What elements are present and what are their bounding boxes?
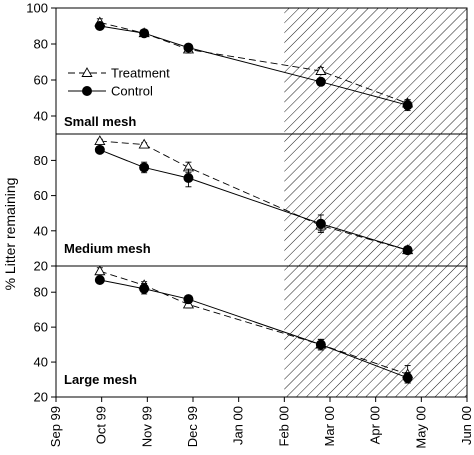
treatment-point xyxy=(315,65,327,75)
y-tick-label: 80 xyxy=(34,37,48,52)
control-point xyxy=(402,100,413,111)
panel-labels: Small mesh Medium mesh Large mesh xyxy=(64,114,151,387)
x-tick-label: Jun 00 xyxy=(459,406,474,445)
control-point xyxy=(402,245,413,256)
control-point xyxy=(315,339,326,350)
legend: Treatment Control xyxy=(68,66,170,99)
y-tick-label: 20 xyxy=(34,390,48,405)
control-point xyxy=(139,283,150,294)
panel-label: Small mesh xyxy=(64,114,136,129)
control-point xyxy=(183,294,194,305)
y-axis-title: % Litter remaining xyxy=(2,178,18,291)
control-point xyxy=(139,28,150,39)
hatched-region-group xyxy=(284,8,467,397)
control-point xyxy=(315,218,326,229)
legend-label: Treatment xyxy=(111,66,170,81)
x-tick-label: May 00 xyxy=(413,406,428,449)
x-tick-label: Apr 00 xyxy=(368,406,383,444)
panel-label: Large mesh xyxy=(64,372,137,387)
treatment-point xyxy=(94,135,106,145)
y-tick-label: 20 xyxy=(34,259,48,274)
y-tick-label: 40 xyxy=(34,223,48,238)
y-tick-label: 40 xyxy=(34,355,48,370)
control-point xyxy=(94,144,105,155)
legend-marker-treatment xyxy=(81,67,93,77)
control-point xyxy=(183,42,194,53)
panel-frames xyxy=(55,7,468,398)
treatment-point xyxy=(94,265,106,276)
control-point xyxy=(183,173,194,183)
x-tick-label: Mar 00 xyxy=(322,406,337,446)
y-tick-label: 60 xyxy=(34,73,48,88)
x-axis-ticks: Sep 99 Oct 99 Nov 99 Dec 99 Jan 00 Feb 00 Mar … xyxy=(48,397,474,449)
control-point xyxy=(139,162,150,173)
control-point xyxy=(94,274,105,285)
y-tick-label: 60 xyxy=(34,188,48,203)
control-point xyxy=(94,21,105,31)
x-tick-label: Jan 00 xyxy=(231,406,246,445)
control-point xyxy=(315,76,326,87)
y-tick-label: 40 xyxy=(34,109,48,124)
legend-label: Control xyxy=(111,84,153,99)
x-tick-label: Sep 99 xyxy=(48,406,63,447)
legend-marker-control xyxy=(82,86,92,96)
y-tick-label: 80 xyxy=(34,285,48,300)
y-tick-label: 60 xyxy=(34,320,48,335)
panel-label: Medium mesh xyxy=(64,241,151,256)
x-tick-label: Feb 00 xyxy=(276,406,291,446)
series-layer xyxy=(94,16,414,384)
y-tick-label: 100 xyxy=(26,1,48,16)
treatment-point xyxy=(138,138,150,149)
y-axis-ticks: 40 60 80 100 20 40 60 80 20 40 60 80 xyxy=(26,1,56,405)
y-tick-label: 80 xyxy=(34,153,48,168)
x-tick-label: Dec 99 xyxy=(185,406,200,447)
panel-frame xyxy=(55,265,468,398)
control-point xyxy=(402,372,413,383)
x-tick-label: Nov 99 xyxy=(139,406,154,447)
x-tick-label: Oct 99 xyxy=(94,406,109,444)
hatched-region xyxy=(284,8,467,397)
